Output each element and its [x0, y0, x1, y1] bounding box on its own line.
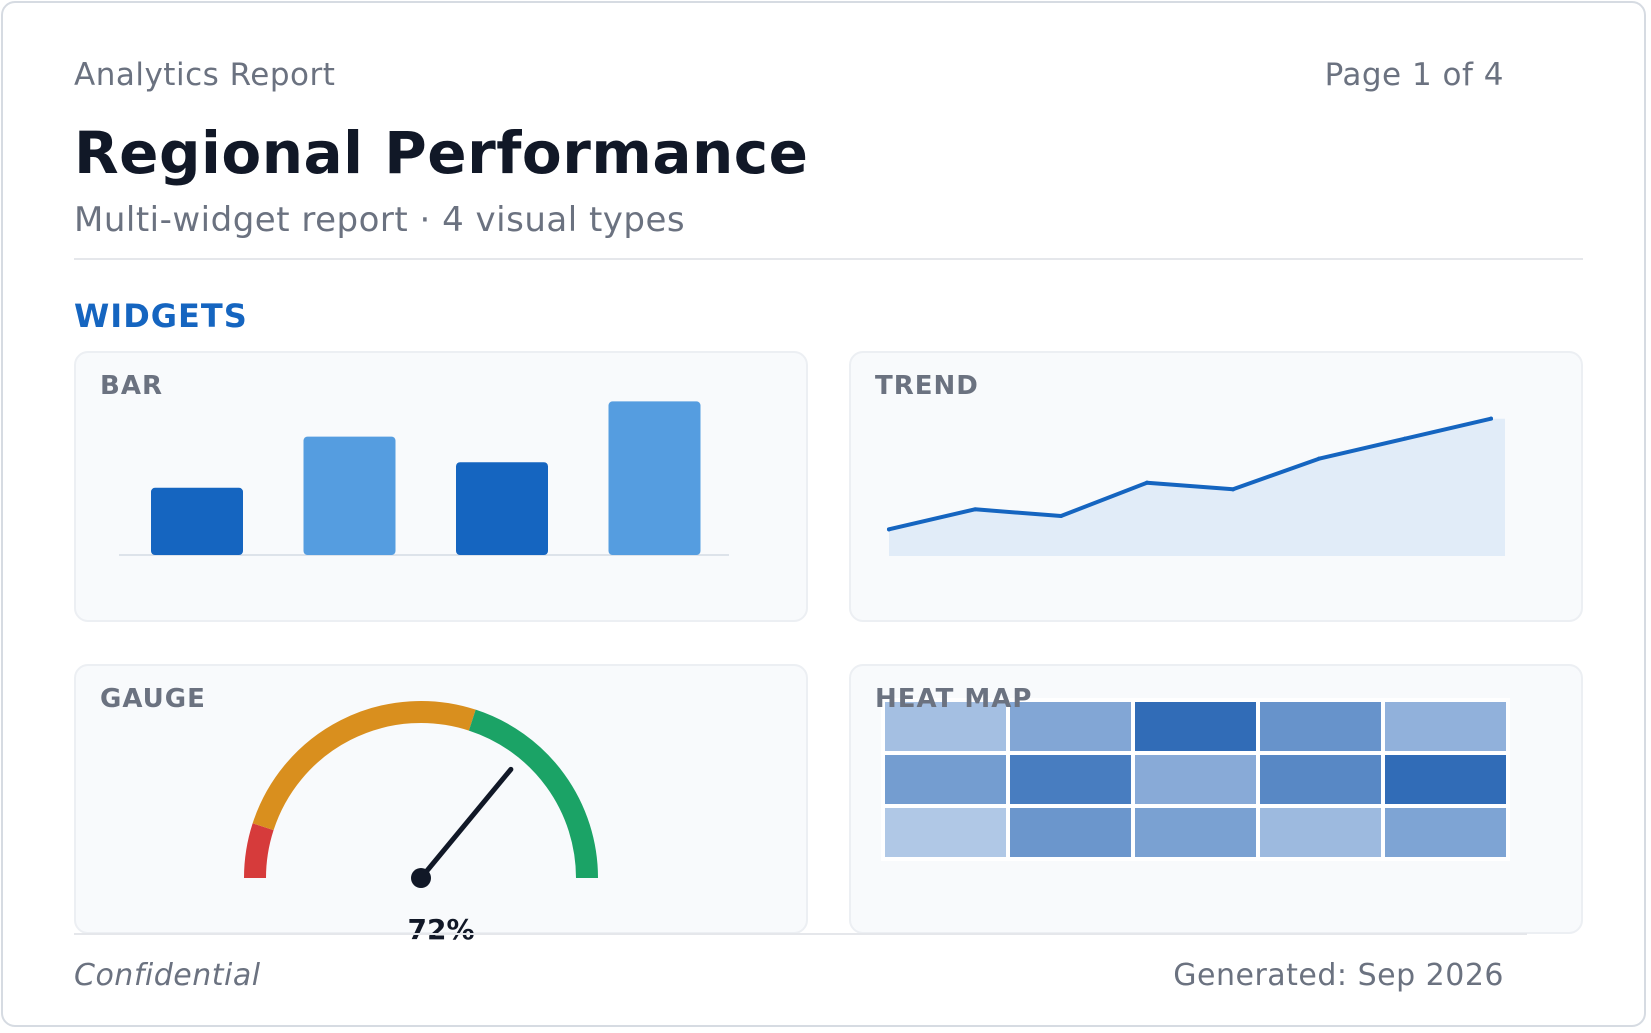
- gauge-band-2: [252, 700, 476, 831]
- trend-point-7: [1403, 436, 1407, 441]
- heatmap-cell-r1-c4: [1256, 698, 1385, 755]
- heatmap-cell-r2-c1: [881, 751, 1010, 808]
- gauge-needle: [418, 766, 514, 881]
- page-subtitle: Multi-widget report · 4 visual types: [74, 200, 686, 240]
- bar-widget-title: BAR: [100, 371, 163, 401]
- gauge-widget-card: 72% GAUGE: [74, 664, 808, 946]
- heatmap-cell-r3-c4: [1256, 804, 1385, 861]
- trend-point-8: [1489, 416, 1493, 421]
- heatmap-cell-r2-c3: [1131, 751, 1260, 808]
- bar-widget-card: BAR: [74, 351, 808, 622]
- heatmap-cell-r2-c2: [1006, 751, 1135, 808]
- bar-3: [456, 462, 548, 555]
- footer-divider: [74, 933, 1527, 935]
- footer-confidential: Confidential: [74, 958, 261, 993]
- header-divider: [74, 258, 1583, 260]
- heatmap-widget-card: HEAT MAP: [849, 664, 1583, 934]
- trend-point-1: [887, 527, 891, 532]
- bar-chart: [119, 401, 729, 556]
- page-number: Page 1 of 4: [1324, 57, 1504, 93]
- heatmap-chart: [881, 698, 1510, 861]
- trend-chart: [887, 416, 1505, 556]
- footer-generated-date: Generated: Sep 2026: [1173, 958, 1504, 993]
- heatmap-cell-r3-c5: [1381, 804, 1510, 861]
- heatmap-cell-r2-c4: [1256, 751, 1385, 808]
- trend-point-4: [1145, 480, 1149, 485]
- gauge-value-label: 72%: [407, 913, 474, 946]
- bar-2: [303, 436, 396, 555]
- trend-widget-title: TREND: [875, 371, 979, 401]
- trend-point-5: [1231, 487, 1235, 492]
- gauge-chart: 72%: [244, 700, 598, 946]
- bar-4: [608, 401, 701, 555]
- heatmap-cell-r2-c5: [1381, 751, 1510, 808]
- trend-widget-card: TREND: [849, 351, 1583, 622]
- section-label-widgets: WIDGETS: [74, 297, 248, 335]
- trend-line: [887, 416, 1493, 532]
- heatmap-cell-r1-c2: [1006, 698, 1135, 755]
- gauge-band-1: [244, 823, 274, 879]
- heatmap-widget-title: HEAT MAP: [875, 684, 1033, 714]
- bar-1: [151, 487, 243, 555]
- trend-point-2: [973, 507, 977, 512]
- gauge-widget-title: GAUGE: [100, 684, 206, 714]
- report-eyebrow: Analytics Report: [74, 57, 336, 93]
- page-title: Regional Performance: [74, 119, 809, 187]
- trend-point-6: [1317, 456, 1321, 461]
- gauge-needle-hub: [411, 868, 431, 888]
- heatmap-cell-r3-c1: [881, 804, 1010, 861]
- heatmap-cell-r1-c3: [1131, 698, 1260, 755]
- heatmap-cell-r3-c3: [1131, 804, 1260, 861]
- trend-point-3: [1059, 514, 1063, 518]
- heatmap-cell-r3-c2: [1006, 804, 1135, 861]
- heatmap-cell-r1-c5: [1381, 698, 1510, 755]
- gauge-band-3: [468, 709, 598, 879]
